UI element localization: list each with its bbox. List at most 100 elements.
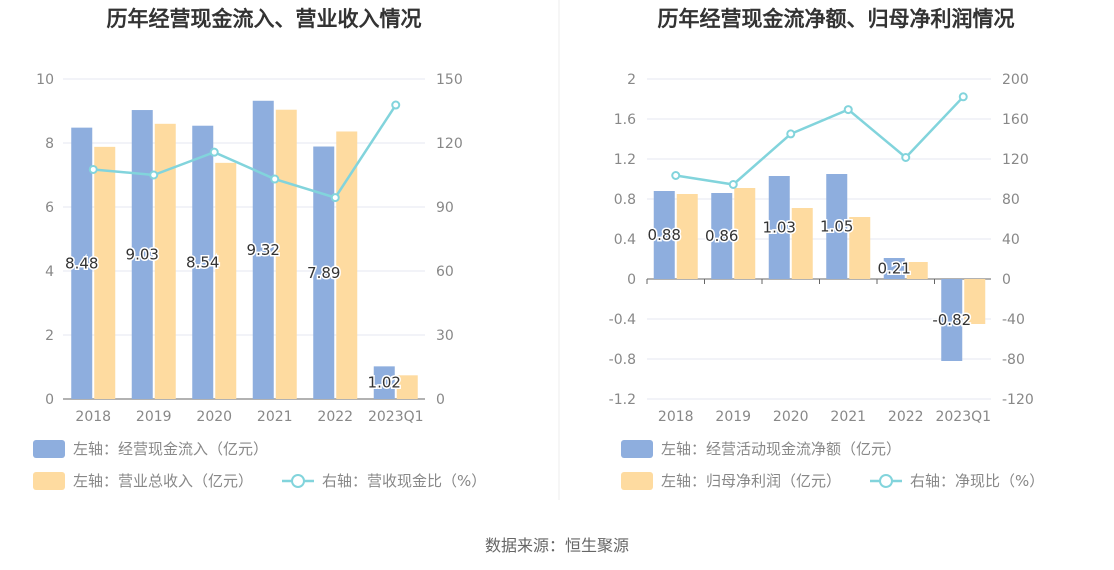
- x-axis-category-label: 2019: [715, 409, 751, 425]
- left-axis-tick-label: 1.6: [614, 112, 636, 128]
- bar-secondary: [215, 162, 237, 399]
- legend-label: 左轴：经营现金流入（亿元）: [73, 440, 268, 458]
- x-axis-category-label: 2023Q1: [368, 409, 424, 425]
- bar-secondary: [849, 217, 871, 279]
- left-axis-tick-label: 2: [627, 72, 636, 88]
- bar-primary: [192, 125, 214, 399]
- bar-data-label: 9.03: [126, 246, 159, 264]
- bar-data-label: 7.89: [307, 264, 340, 282]
- left-axis-tick-label: -1.2: [609, 392, 636, 408]
- bar-primary: [711, 193, 733, 279]
- left-axis-tick-label: 0.8: [614, 192, 636, 208]
- right-axis-tick-label: -40: [1002, 312, 1025, 328]
- right-axis-tick-label: 120: [1002, 152, 1029, 168]
- bar-secondary: [676, 194, 698, 279]
- bar-secondary: [734, 188, 756, 279]
- bar-secondary: [94, 146, 116, 399]
- ratio-line-point: [330, 193, 340, 203]
- bar-primary: [826, 174, 848, 279]
- ratio-line-point: [270, 174, 280, 184]
- bar-secondary: [791, 208, 813, 279]
- x-axis-category-label: 2020: [196, 409, 232, 425]
- right-axis-tick-label: 80: [1002, 192, 1020, 208]
- bar-secondary: [906, 262, 928, 279]
- bar-data-label: 9.32: [247, 241, 280, 259]
- legend-swatch-primary: [33, 440, 65, 458]
- left-axis-tick-label: 10: [36, 72, 54, 88]
- bar-primary: [373, 366, 395, 399]
- ratio-line-point: [728, 180, 738, 189]
- right-axis-tick-label: 200: [1002, 72, 1029, 88]
- legend-label: 左轴：归母净利润（亿元）: [661, 472, 841, 490]
- bar-data-label: 8.54: [186, 253, 219, 271]
- right-axis-tick-label: -120: [1002, 392, 1034, 408]
- ratio-line-point: [843, 105, 853, 115]
- bar-data-label: 1.05: [820, 218, 853, 236]
- right-axis-tick-label: 30: [436, 328, 454, 344]
- bar-secondary: [396, 375, 418, 399]
- right-axis-tick-label: 40: [1002, 232, 1020, 248]
- bar-primary: [313, 146, 335, 399]
- left-axis-tick-label: 0: [627, 272, 636, 288]
- legend-swatch-line-marker: [879, 474, 893, 488]
- right-axis-tick-label: 0: [436, 392, 445, 408]
- right-axis-tick-label: 60: [436, 264, 454, 280]
- ratio-line-point: [786, 129, 796, 139]
- right-axis-tick-label: 90: [436, 200, 454, 216]
- x-axis-category-label: 2018: [658, 409, 694, 425]
- left-axis-tick-label: 8: [45, 136, 54, 152]
- left-axis-tick-label: -0.4: [609, 312, 636, 328]
- ratio-line: [675, 95, 965, 186]
- left-chart: 历年经营现金流入、营业收入情况 0 2 4 6 8 10 0 30 60 90 120 150 2018 2…: [33, 7, 486, 490]
- bar-primary: [71, 127, 93, 399]
- bar-secondary: [336, 131, 358, 400]
- left-axis-tick-label: 0.4: [614, 232, 636, 248]
- legend-swatch-line-marker: [291, 474, 305, 488]
- legend-label: 左轴：经营活动现金流净额（亿元）: [661, 440, 901, 458]
- left-axis-tick-label: 2: [45, 328, 54, 344]
- x-axis-category-label: 2020: [773, 409, 809, 425]
- left-axis-tick-label: 1.2: [614, 152, 636, 168]
- bar-data-label: 0.86: [705, 227, 738, 245]
- ratio-line: [93, 104, 397, 200]
- x-axis-category-label: 2018: [75, 409, 111, 425]
- ratio-line-point: [88, 164, 98, 174]
- chart-title: 历年经营现金流净额、归母净利润情况: [658, 7, 1015, 31]
- left-axis-tick-label: 0: [45, 392, 54, 408]
- ratio-line-point: [901, 153, 911, 162]
- ratio-line-point: [671, 171, 681, 180]
- bar-secondary: [964, 279, 986, 324]
- legend-swatch-secondary: [621, 472, 653, 490]
- bar-data-label: 0.21: [878, 260, 911, 278]
- bar-data-label: -0.82: [932, 311, 971, 329]
- x-axis-category-label: 2019: [136, 409, 172, 425]
- x-axis-category-label: 2023Q1: [935, 409, 991, 425]
- legend-swatch-primary: [621, 440, 653, 458]
- right-axis-tick-label: -80: [1002, 352, 1025, 368]
- x-axis-category-label: 2021: [830, 409, 866, 425]
- bar-data-label: 0.88: [648, 226, 681, 244]
- right-axis-tick-label: 0: [1002, 272, 1011, 288]
- bar-primary: [941, 279, 963, 361]
- right-axis-tick-label: 120: [436, 136, 463, 152]
- right-chart: 历年经营现金流净额、归母净利润情况 -1.2 -0.8 -0.4 0 0.4 0.8 1.2 1…: [609, 7, 1044, 490]
- x-axis-category-label: 2022: [888, 409, 924, 425]
- left-axis-tick-label: 4: [45, 264, 54, 280]
- bar-primary: [131, 110, 153, 399]
- left-axis-tick-label: -0.8: [609, 352, 636, 368]
- legend-label: 左轴：营业总收入（亿元）: [73, 472, 253, 490]
- ratio-line-point: [149, 170, 159, 180]
- right-axis-tick-label: 150: [436, 72, 463, 88]
- bar-primary: [768, 176, 790, 279]
- x-axis-category-label: 2021: [257, 409, 293, 425]
- bar-primary: [883, 258, 905, 279]
- left-axis-tick-label: 6: [45, 200, 54, 216]
- right-axis-tick-label: 160: [1002, 112, 1029, 128]
- chart-title: 历年经营现金流入、营业收入情况: [107, 7, 422, 31]
- bar-data-label: 1.03: [763, 219, 796, 237]
- legend-label: 右轴：净现比（%）: [910, 472, 1044, 490]
- source-note: 数据来源：恒生聚源: [484, 536, 629, 555]
- legend-label: 右轴：营收现金比（%）: [322, 472, 486, 490]
- legend-swatch-secondary: [33, 472, 65, 490]
